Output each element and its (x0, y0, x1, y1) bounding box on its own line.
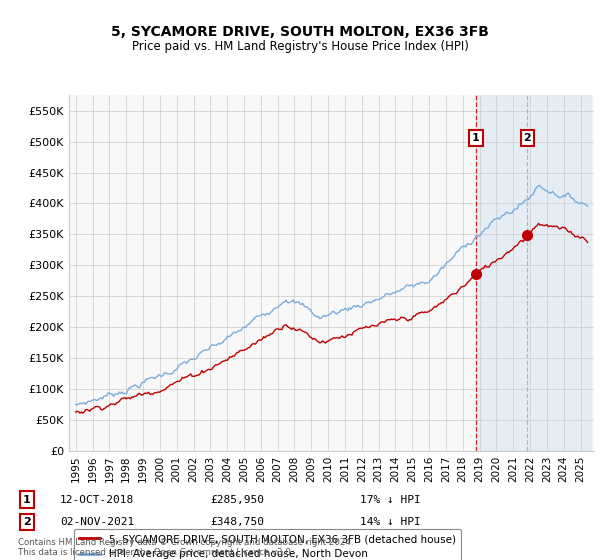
Text: 1: 1 (23, 494, 31, 505)
Text: 2: 2 (23, 517, 31, 527)
Text: 12-OCT-2018: 12-OCT-2018 (60, 494, 134, 505)
Text: 17% ↓ HPI: 17% ↓ HPI (360, 494, 421, 505)
Legend: 5, SYCAMORE DRIVE, SOUTH MOLTON, EX36 3FB (detached house), HPI: Average price, : 5, SYCAMORE DRIVE, SOUTH MOLTON, EX36 3F… (74, 529, 461, 560)
Text: 1: 1 (472, 133, 480, 143)
Text: 14% ↓ HPI: 14% ↓ HPI (360, 517, 421, 527)
Text: Price paid vs. HM Land Registry's House Price Index (HPI): Price paid vs. HM Land Registry's House … (131, 40, 469, 53)
Text: 02-NOV-2021: 02-NOV-2021 (60, 517, 134, 527)
Bar (476, 95, 590, 451)
Text: £285,950: £285,950 (210, 494, 264, 505)
Text: Contains HM Land Registry data © Crown copyright and database right 2024.
This d: Contains HM Land Registry data © Crown c… (18, 538, 353, 557)
Text: 2: 2 (523, 133, 531, 143)
Text: £348,750: £348,750 (210, 517, 264, 527)
Text: 5, SYCAMORE DRIVE, SOUTH MOLTON, EX36 3FB: 5, SYCAMORE DRIVE, SOUTH MOLTON, EX36 3F… (111, 25, 489, 39)
